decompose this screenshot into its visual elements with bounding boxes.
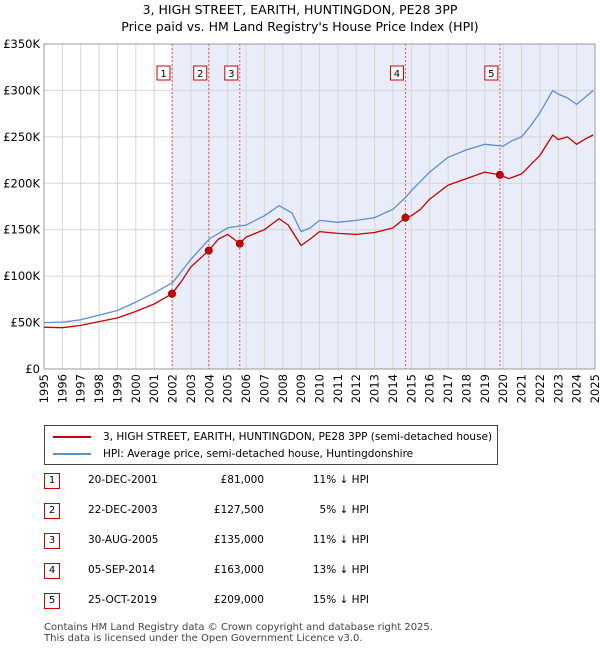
x-tick-label: 2000 (129, 374, 143, 403)
sale-hpi-diff: 15% ↓ HPI (312, 594, 369, 606)
chart-subtitle: Price paid vs. HM Land Registry's House … (121, 19, 479, 34)
sale-row: 5 25-OCT-2019 £209,000 15% ↓ HPI (44, 593, 464, 609)
y-tick-label: £350K (3, 37, 40, 51)
x-tick-label: 2017 (441, 374, 455, 403)
x-tick-label: 2008 (276, 374, 290, 403)
x-tick-label: 2013 (368, 374, 382, 403)
legend-swatch-hpi (53, 453, 91, 455)
legend-label-property: 3, HIGH STREET, EARITH, HUNTINGDON, PE28… (103, 431, 493, 443)
footer: Contains HM Land Registry data © Crown c… (44, 622, 433, 644)
sale-label-box (389, 65, 404, 81)
sale-date: 22-DEC-2003 (88, 504, 158, 516)
x-tick-label: 2003 (184, 374, 198, 403)
chart-title: 3, HIGH STREET, EARITH, HUNTINGDON, PE28… (142, 2, 458, 17)
sale-hpi-diff: 11% ↓ HPI (312, 474, 369, 486)
footer-copyright: Contains HM Land Registry data © Crown c… (44, 622, 433, 633)
sale-price: £81,000 (220, 474, 264, 486)
sale-label-number: 5 (488, 69, 494, 80)
y-tick-label: £200K (3, 176, 40, 190)
x-tick-label: 2015 (404, 374, 418, 403)
x-tick-label: 1997 (74, 374, 88, 403)
series-line-hpi (43, 89, 594, 324)
y-tick-label: £300K (3, 83, 40, 97)
x-tick-label: 2020 (496, 374, 510, 403)
sale-point (168, 289, 177, 298)
price-chart: £0 £50K £100K £150K £200K £250K £300K £350K 1995… (3, 37, 600, 403)
sale-price: £209,000 (213, 594, 264, 606)
footer-licence: This data is licensed under the Open Gov… (44, 633, 363, 644)
sale-label-number: 2 (197, 69, 203, 80)
x-tick-label: 2019 (478, 374, 492, 403)
x-tick-label: 2002 (166, 374, 180, 403)
sale-hpi-diff: 11% ↓ HPI (312, 534, 369, 546)
sale-point (235, 239, 244, 248)
sale-point (401, 213, 410, 222)
x-tick-label: 2007 (257, 374, 271, 403)
x-tick-label: 2021 (515, 374, 529, 403)
x-tick-label: 2005 (221, 374, 235, 403)
x-tick-label: 2011 (331, 374, 345, 403)
sale-hpi-diff: 13% ↓ HPI (312, 564, 369, 576)
ownership-band (239, 44, 406, 369)
y-tick-label: £0 (25, 362, 40, 376)
sale-label-box (193, 65, 208, 81)
x-tick-label: 1995 (37, 374, 51, 403)
x-tick-label: 2023 (551, 374, 565, 403)
sale-label-box (484, 65, 499, 81)
y-tick-label: £150K (3, 223, 40, 237)
x-tick-label: 2004 (202, 374, 216, 403)
sale-price: £135,000 (213, 534, 264, 546)
legend: 3, HIGH STREET, EARITH, HUNTINGDON, PE28… (44, 425, 498, 465)
x-tick-label: 2001 (147, 374, 161, 403)
x-tick-label: 1999 (110, 374, 124, 403)
x-tick-label: 2012 (349, 374, 363, 403)
sale-date: 25-OCT-2019 (88, 594, 157, 606)
sale-number: 5 (44, 593, 60, 609)
sale-row: 2 22-DEC-2003 £127,500 5% ↓ HPI (44, 503, 464, 519)
x-tick-label: 2025 (588, 374, 600, 403)
sale-label-number: 3 (228, 69, 234, 80)
x-tick-label: 2010 (313, 374, 327, 403)
x-tick-label: 1998 (92, 374, 106, 403)
sale-price: £163,000 (213, 564, 264, 576)
x-tick-label: 2016 (423, 374, 437, 403)
sale-point (495, 170, 504, 179)
sale-number: 4 (44, 563, 60, 579)
sale-number: 1 (44, 473, 60, 489)
legend-item-hpi: HPI: Average price, semi-detached house,… (53, 446, 413, 462)
sale-row: 1 20-DEC-2001 £81,000 11% ↓ HPI (44, 473, 464, 489)
legend-swatch-property (53, 436, 91, 438)
legend-label-hpi: HPI: Average price, semi-detached house,… (103, 448, 414, 460)
ownership-band (208, 44, 240, 369)
sale-number: 3 (44, 533, 60, 549)
ownership-band (405, 44, 500, 369)
plot-frame (43, 43, 596, 370)
sale-point (204, 246, 213, 255)
x-tick-label: 2009 (294, 374, 308, 403)
x-tick-label: 2006 (239, 374, 253, 403)
sale-row: 3 30-AUG-2005 £135,000 11% ↓ HPI (44, 533, 464, 549)
sale-row: 4 05-SEP-2014 £163,000 13% ↓ HPI (44, 563, 464, 579)
legend-item-property: 3, HIGH STREET, EARITH, HUNTINGDON, PE28… (53, 429, 492, 445)
sale-label-number: 1 (160, 69, 166, 80)
y-tick-label: £100K (3, 269, 40, 283)
y-tick-label: £50K (11, 316, 41, 330)
x-tick-label: 2014 (386, 374, 400, 403)
sale-hpi-diff: 5% ↓ HPI (319, 504, 369, 516)
x-tick-label: 1996 (55, 374, 69, 403)
ownership-band (172, 44, 209, 369)
x-tick-label: 2018 (459, 374, 473, 403)
y-tick-label: £250K (3, 130, 40, 144)
ownership-band (499, 44, 595, 369)
sale-date: 20-DEC-2001 (88, 474, 158, 486)
sale-price: £127,500 (213, 504, 264, 516)
sale-date: 30-AUG-2005 (88, 534, 159, 546)
sale-label-number: 4 (394, 69, 400, 80)
sale-label-box (156, 65, 171, 81)
x-tick-label: 2022 (533, 374, 547, 403)
sale-number: 2 (44, 503, 60, 519)
sale-date: 05-SEP-2014 (88, 564, 156, 576)
x-tick-label: 2024 (570, 374, 584, 403)
sale-label-box (224, 65, 239, 81)
